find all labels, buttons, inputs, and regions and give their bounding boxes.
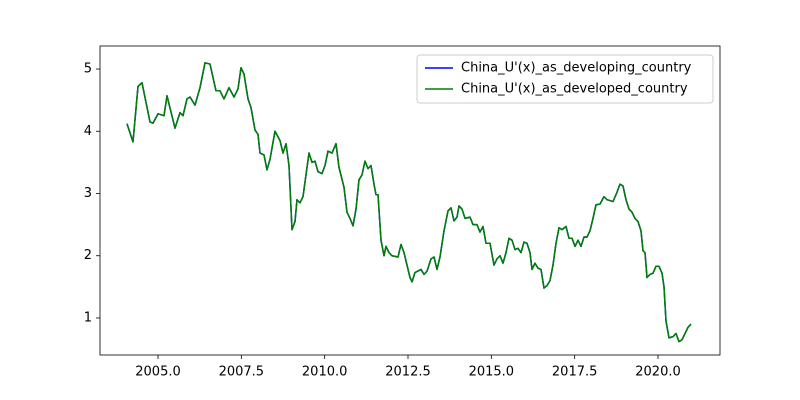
y-tick-label: 4 bbox=[84, 124, 92, 139]
x-tick-label: 2007.5 bbox=[219, 365, 265, 380]
x-tick-label: 2005.0 bbox=[135, 365, 181, 380]
axes-frame bbox=[99, 45, 721, 356]
legend-box bbox=[416, 54, 714, 104]
y-tick-label: 3 bbox=[84, 186, 92, 201]
legend-label: China_U'(x)_as_developing_country bbox=[461, 61, 692, 76]
x-tick-label: 2012.5 bbox=[385, 365, 431, 380]
x-tick-label: 2017.5 bbox=[552, 365, 598, 380]
y-tick-label: 1 bbox=[84, 310, 92, 325]
legend-label: China_U'(x)_as_developed_country bbox=[461, 82, 688, 97]
y-tick-label: 5 bbox=[84, 62, 92, 77]
line-series bbox=[126, 62, 692, 343]
x-tick-label: 2015.0 bbox=[469, 365, 515, 380]
x-tick-label: 2010.0 bbox=[302, 365, 348, 380]
x-tick-label: 2020.0 bbox=[635, 365, 681, 380]
y-tick-label: 2 bbox=[84, 248, 92, 263]
